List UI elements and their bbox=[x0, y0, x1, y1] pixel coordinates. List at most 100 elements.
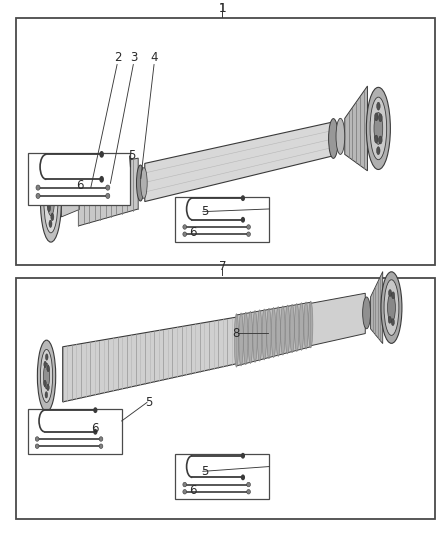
Ellipse shape bbox=[45, 392, 48, 398]
Text: 5: 5 bbox=[145, 396, 153, 409]
Ellipse shape bbox=[272, 308, 276, 358]
Polygon shape bbox=[371, 271, 383, 344]
Ellipse shape bbox=[137, 165, 145, 201]
Ellipse shape bbox=[40, 350, 53, 402]
Ellipse shape bbox=[50, 175, 53, 182]
Ellipse shape bbox=[106, 185, 110, 190]
Ellipse shape bbox=[379, 114, 382, 122]
Text: 6: 6 bbox=[189, 227, 197, 239]
Polygon shape bbox=[237, 302, 311, 366]
Text: 1: 1 bbox=[219, 2, 226, 15]
Ellipse shape bbox=[241, 217, 245, 223]
Ellipse shape bbox=[377, 102, 380, 110]
Ellipse shape bbox=[258, 310, 262, 361]
Ellipse shape bbox=[48, 181, 51, 189]
Ellipse shape bbox=[276, 306, 280, 357]
Ellipse shape bbox=[51, 213, 54, 221]
Text: 5: 5 bbox=[128, 149, 135, 163]
Text: 3: 3 bbox=[130, 51, 138, 64]
Ellipse shape bbox=[51, 190, 54, 198]
Ellipse shape bbox=[374, 135, 378, 143]
Ellipse shape bbox=[389, 289, 392, 296]
Ellipse shape bbox=[388, 293, 396, 322]
Ellipse shape bbox=[384, 280, 399, 335]
Ellipse shape bbox=[36, 193, 40, 198]
Text: 5: 5 bbox=[201, 465, 209, 478]
Ellipse shape bbox=[374, 112, 383, 144]
Polygon shape bbox=[78, 158, 138, 226]
Ellipse shape bbox=[328, 119, 338, 158]
Text: 8: 8 bbox=[232, 327, 239, 340]
Text: 5: 5 bbox=[201, 205, 209, 218]
Ellipse shape bbox=[93, 429, 98, 435]
Text: 6: 6 bbox=[189, 484, 197, 497]
Ellipse shape bbox=[44, 361, 46, 368]
Ellipse shape bbox=[241, 474, 245, 480]
Ellipse shape bbox=[47, 365, 49, 372]
Ellipse shape bbox=[241, 195, 245, 201]
Polygon shape bbox=[145, 122, 332, 201]
Ellipse shape bbox=[239, 313, 243, 366]
Ellipse shape bbox=[99, 437, 103, 441]
Ellipse shape bbox=[99, 151, 104, 158]
Text: 6: 6 bbox=[91, 423, 98, 435]
Ellipse shape bbox=[183, 232, 187, 237]
Ellipse shape bbox=[295, 303, 299, 352]
Ellipse shape bbox=[391, 319, 394, 326]
Ellipse shape bbox=[336, 118, 345, 155]
Ellipse shape bbox=[247, 232, 251, 237]
Ellipse shape bbox=[248, 311, 253, 364]
Text: 1: 1 bbox=[219, 2, 226, 15]
Polygon shape bbox=[63, 317, 237, 402]
Ellipse shape bbox=[388, 317, 391, 324]
Ellipse shape bbox=[183, 489, 187, 494]
Ellipse shape bbox=[285, 305, 290, 354]
Ellipse shape bbox=[370, 97, 387, 160]
Polygon shape bbox=[311, 293, 365, 346]
Ellipse shape bbox=[99, 444, 103, 448]
Ellipse shape bbox=[290, 304, 294, 353]
Ellipse shape bbox=[392, 292, 395, 298]
Ellipse shape bbox=[40, 160, 61, 242]
Ellipse shape bbox=[247, 482, 251, 487]
Ellipse shape bbox=[366, 87, 390, 169]
Text: 7: 7 bbox=[219, 260, 226, 273]
Ellipse shape bbox=[363, 297, 371, 329]
Ellipse shape bbox=[49, 220, 52, 228]
Bar bbox=[175, 455, 269, 499]
Ellipse shape bbox=[44, 169, 58, 233]
Bar bbox=[175, 197, 269, 242]
Ellipse shape bbox=[35, 444, 39, 448]
Ellipse shape bbox=[183, 482, 187, 487]
Polygon shape bbox=[61, 180, 79, 217]
Bar bbox=[16, 18, 435, 265]
Ellipse shape bbox=[93, 407, 98, 413]
Bar bbox=[28, 153, 131, 205]
Ellipse shape bbox=[253, 311, 257, 362]
Ellipse shape bbox=[46, 384, 49, 391]
Ellipse shape bbox=[106, 193, 110, 198]
Ellipse shape bbox=[183, 225, 187, 229]
Ellipse shape bbox=[262, 309, 266, 360]
Ellipse shape bbox=[234, 314, 239, 367]
Ellipse shape bbox=[47, 204, 50, 212]
Ellipse shape bbox=[381, 272, 402, 343]
Ellipse shape bbox=[247, 225, 251, 229]
Ellipse shape bbox=[46, 354, 48, 360]
Ellipse shape bbox=[35, 437, 39, 441]
Ellipse shape bbox=[99, 176, 104, 183]
Bar bbox=[28, 409, 122, 454]
Ellipse shape bbox=[379, 136, 382, 144]
Ellipse shape bbox=[241, 453, 245, 459]
Ellipse shape bbox=[44, 380, 46, 386]
Ellipse shape bbox=[267, 308, 271, 359]
Ellipse shape bbox=[244, 312, 248, 365]
Ellipse shape bbox=[36, 185, 40, 190]
Text: 6: 6 bbox=[76, 179, 84, 192]
Ellipse shape bbox=[247, 489, 251, 494]
Ellipse shape bbox=[304, 302, 308, 349]
Polygon shape bbox=[345, 86, 367, 171]
Ellipse shape bbox=[377, 147, 380, 155]
Bar bbox=[16, 278, 435, 519]
Ellipse shape bbox=[299, 303, 304, 350]
